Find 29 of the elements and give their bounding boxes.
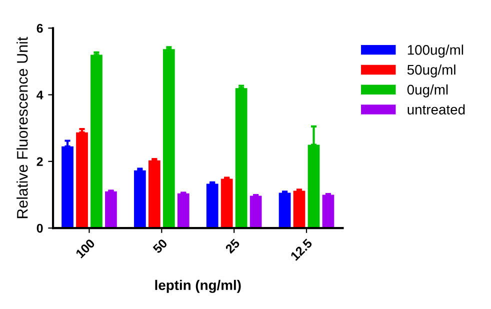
bar [162, 49, 175, 228]
bar [206, 184, 218, 228]
y-tick-label: 0 [36, 224, 43, 233]
bar [250, 196, 262, 228]
x-axis-title: leptin (ng/ml) [155, 280, 241, 293]
legend-label: untreated [408, 104, 465, 114]
bar [322, 194, 334, 228]
bar [278, 192, 291, 228]
bar [76, 132, 88, 228]
y-tick-label: 6 [36, 24, 43, 33]
y-tick-label: 4 [36, 90, 44, 100]
bar [62, 146, 74, 228]
bar [220, 178, 233, 228]
bar [177, 193, 190, 228]
bar [90, 54, 102, 228]
bar [308, 144, 320, 228]
bar [293, 190, 306, 228]
legend-label: 0ug/ml [407, 84, 448, 98]
bar [134, 170, 146, 228]
y-tick-label: 2 [36, 157, 43, 166]
bar [148, 160, 160, 228]
x-tick-label: 50 [152, 238, 168, 254]
y-axis-title: Relative Fluorescence Unit [16, 36, 28, 218]
x-tick-label: 25 [224, 238, 240, 254]
legend-label: 100ug/ml [408, 44, 464, 58]
bar [105, 191, 117, 228]
legend-label: 50ug/ml [407, 64, 456, 78]
x-tick-label: 100 [75, 238, 96, 258]
bar [235, 88, 248, 228]
